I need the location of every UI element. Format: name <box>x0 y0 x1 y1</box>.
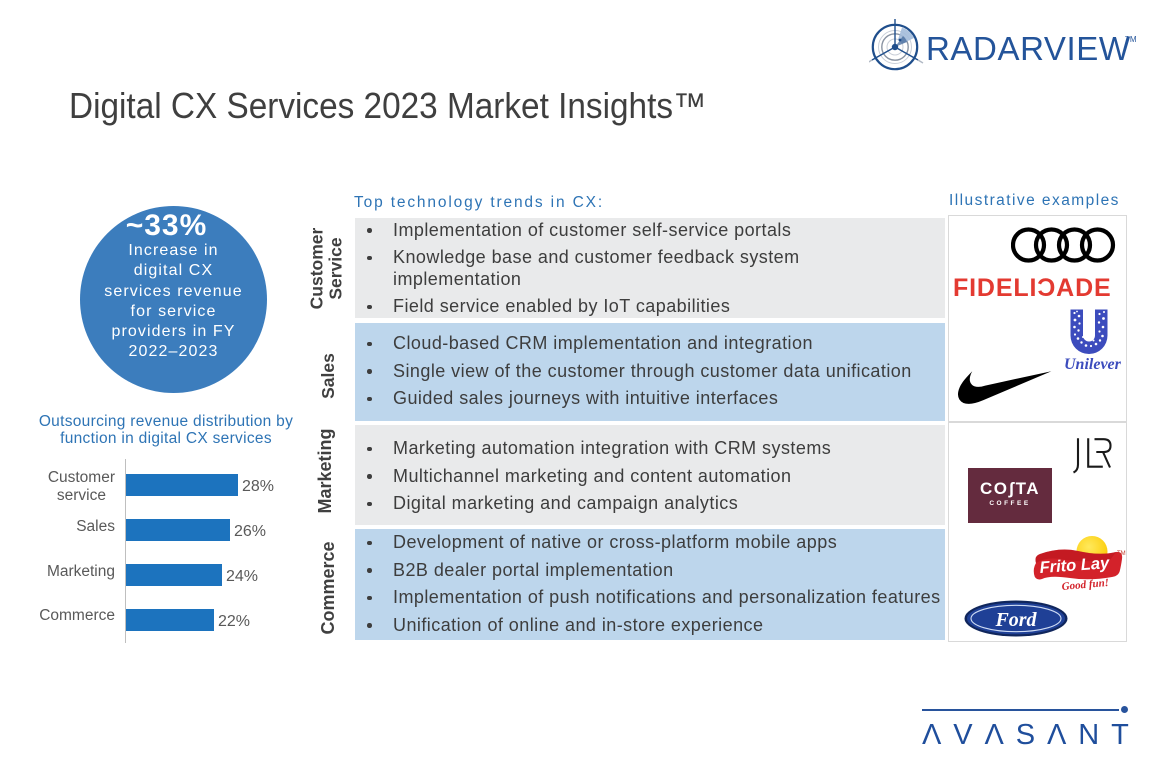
svg-text:Good fun!: Good fun! <box>1061 577 1109 593</box>
svg-text:Frito Lay: Frito Lay <box>1039 554 1111 577</box>
svg-text:Ford: Ford <box>994 609 1037 631</box>
